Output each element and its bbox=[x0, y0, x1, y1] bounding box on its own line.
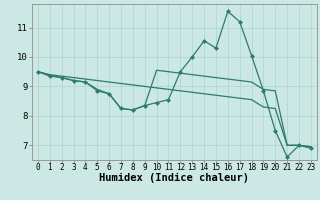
X-axis label: Humidex (Indice chaleur): Humidex (Indice chaleur) bbox=[100, 173, 249, 183]
